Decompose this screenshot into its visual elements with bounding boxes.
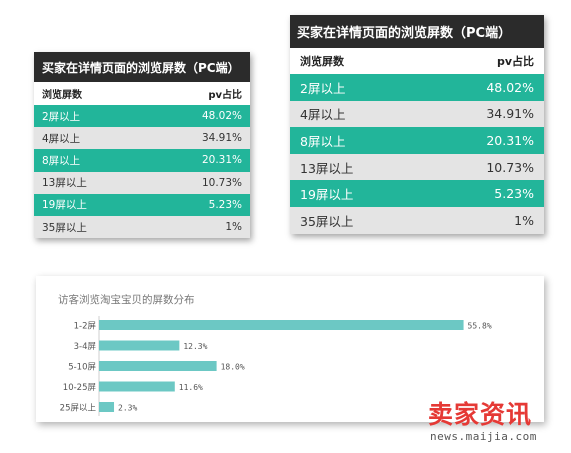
large-table-header-col1: 浏览屏数 (300, 55, 344, 68)
category-label: 25屏以上 (60, 404, 97, 414)
small-table-row: 4屏以上 34.91% (34, 127, 250, 150)
watermark-url: news.maijia.com (430, 430, 537, 443)
bar (99, 340, 180, 351)
row-value: 48.02% (201, 110, 242, 123)
category-label: 10-25屏 (63, 383, 97, 393)
bar (99, 361, 217, 371)
row-value: 5.23% (494, 186, 534, 202)
category-label: 5-10屏 (68, 363, 96, 373)
row-label: 2屏以上 (300, 80, 346, 96)
row-value: 34.91% (201, 132, 242, 145)
small-table-row: 13屏以上 10.73% (34, 171, 250, 194)
row-label: 13屏以上 (42, 177, 87, 190)
row-value: 34.91% (486, 106, 534, 122)
chart-title: 访客浏览淘宝宝贝的屏数分布 (58, 293, 195, 306)
value-label: 12.3% (183, 342, 207, 351)
large-table-header: 浏览屏数 pv占比 (290, 48, 544, 74)
row-label: 19屏以上 (42, 199, 87, 212)
row-value: 1% (225, 221, 242, 234)
bar (99, 402, 115, 412)
large-table-row: 13屏以上 10.73% (290, 153, 544, 181)
bar (99, 320, 464, 330)
small-table-row: 35屏以上 1% (34, 215, 250, 239)
row-label: 13屏以上 (300, 160, 354, 176)
bar (99, 381, 175, 392)
row-label: 35屏以上 (300, 213, 354, 229)
value-label: 2.3% (118, 404, 137, 413)
row-label: 8屏以上 (300, 133, 346, 149)
small-table-row: 8屏以上 20.31% (34, 149, 250, 172)
large-table-card: 买家在详情页面的浏览屏数（PC端） 浏览屏数 pv占比 2屏以上 48.02% … (290, 15, 544, 234)
large-table-row: 19屏以上 5.23% (290, 180, 544, 207)
value-label: 11.6% (179, 383, 203, 392)
category-label: 3-4屏 (74, 342, 97, 352)
large-table-row: 2屏以上 48.02% (290, 74, 544, 101)
large-table-row: 4屏以上 34.91% (290, 100, 544, 128)
large-table-row: 35屏以上 1% (290, 206, 544, 234)
row-value: 20.31% (486, 132, 534, 148)
row-value: 48.02% (486, 79, 534, 95)
small-table-header-col1: 浏览屏数 (42, 90, 82, 101)
row-label: 4屏以上 (42, 132, 81, 145)
small-table-card: 买家在详情页面的浏览屏数（PC端） 浏览屏数 pv占比 2屏以上 48.02% … (34, 52, 250, 239)
row-label: 2屏以上 (42, 110, 81, 123)
large-table-row: 8屏以上 20.31% (290, 127, 544, 154)
value-label: 18.0% (221, 363, 245, 372)
row-value: 1% (514, 212, 534, 228)
small-table-title: 买家在详情页面的浏览屏数（PC端） (34, 52, 250, 82)
bar-chart-card: 访客浏览淘宝宝贝的屏数分布 1-2屏 55.8% 3-4屏 12.3% 5-10屏 18.0… (36, 276, 544, 422)
large-table-header-col2: pv占比 (496, 55, 534, 68)
category-label: 1-2屏 (74, 322, 97, 332)
value-label: 55.8% (468, 322, 492, 331)
row-label: 19屏以上 (300, 187, 354, 203)
small-table-row: 19屏以上 5.23% (34, 193, 250, 216)
row-value: 20.31% (201, 154, 242, 167)
small-table-header-col2: pv占比 (208, 90, 242, 101)
row-value: 5.23% (208, 198, 242, 211)
watermark: 卖家资讯 news.maijia.com (428, 400, 568, 443)
row-label: 8屏以上 (42, 154, 81, 167)
large-table-title: 买家在详情页面的浏览屏数（PC端） (290, 15, 544, 48)
bar-chart: 访客浏览淘宝宝贝的屏数分布 1-2屏 55.8% 3-4屏 12.3% 5-10屏 18.0… (58, 293, 492, 416)
small-table-row: 2屏以上 48.02% (34, 105, 250, 128)
small-table-header: 浏览屏数 pv占比 (34, 82, 250, 105)
row-label: 4屏以上 (300, 107, 346, 123)
row-value: 10.73% (486, 159, 534, 175)
watermark-logo-text: 卖家资讯 (428, 400, 533, 429)
row-label: 35屏以上 (42, 221, 87, 234)
row-value: 10.73% (201, 176, 242, 189)
